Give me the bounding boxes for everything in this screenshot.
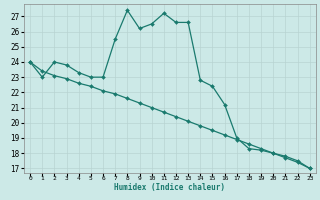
X-axis label: Humidex (Indice chaleur): Humidex (Indice chaleur)	[115, 183, 225, 192]
